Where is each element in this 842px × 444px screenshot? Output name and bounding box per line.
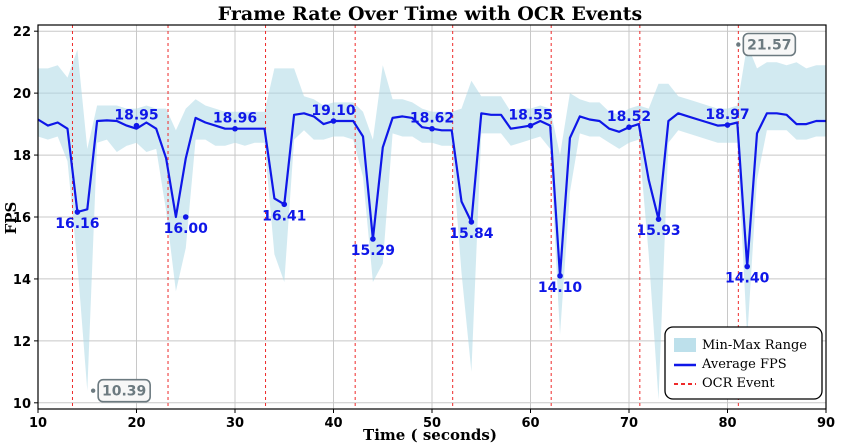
labelled-point: [429, 125, 435, 132]
labelled-point: [74, 209, 81, 215]
point-value-label: 15.29: [351, 243, 395, 259]
x-tick-label: 70: [620, 416, 638, 431]
max-value-label: 21.57: [747, 38, 791, 54]
labelled-point: [557, 273, 563, 279]
labelled-point: [133, 122, 140, 129]
x-axis-label: Time ( seconds): [363, 426, 497, 444]
y-tick-label: 12: [13, 335, 31, 350]
point-value-label: 14.10: [538, 280, 583, 296]
legend-box: [664, 326, 823, 400]
grid-lines: [37, 25, 827, 409]
point-value-label: 18.62: [410, 111, 454, 127]
labelled-point: [527, 122, 534, 129]
labelled-point: [232, 125, 238, 132]
labelled-point: [744, 263, 750, 270]
x-tick-label: 60: [521, 416, 539, 431]
y-tick-label: 22: [13, 25, 31, 40]
data-label-layer: 16.16 18.95 16.00 18.96 16.41 19.10 15.29 18.62…: [55, 103, 769, 296]
max-point: [736, 42, 741, 47]
point-value-label: 16.00: [164, 221, 209, 237]
x-tick-label: 20: [127, 416, 145, 431]
legend-entry: Average FPS: [701, 357, 787, 372]
point-value-label: 18.97: [705, 107, 749, 123]
min-label-box: [97, 378, 151, 403]
labelled-point: [655, 216, 662, 222]
point-value-label: 18.52: [607, 109, 651, 125]
point-value-label: 15.84: [449, 226, 494, 242]
labelled-point: [468, 219, 475, 225]
point-value-label: 14.40: [725, 271, 770, 287]
point-value-label: 19.10: [311, 103, 356, 119]
x-tick-label: 50: [423, 416, 441, 431]
x-tick-label: 30: [226, 416, 244, 431]
point-value-label: 18.55: [508, 108, 552, 124]
min-point: [90, 388, 96, 393]
min-value-label: 10.39: [102, 384, 146, 400]
labelled-point: [182, 214, 189, 220]
legend-entry: Min-Max Range: [702, 338, 807, 353]
labelled-point: [370, 236, 376, 242]
x-tick-label: 40: [324, 416, 342, 431]
labelled-point: [281, 201, 288, 208]
point-value-label: 15.93: [636, 223, 680, 239]
point-value-label: 18.96: [213, 111, 257, 127]
y-tick-label: 18: [13, 149, 31, 164]
labelled-point: [330, 118, 337, 124]
labelled-point: [626, 124, 632, 130]
legend-swatch-range: [674, 338, 696, 352]
labelled-point: [724, 122, 731, 128]
extreme-label-layer: 10.39 21.57: [90, 32, 797, 403]
point-value-label: 16.16: [55, 216, 99, 232]
point-value-label: 18.95: [114, 108, 158, 124]
x-tick-label: 80: [718, 416, 736, 431]
y-tick-label: 14: [13, 273, 31, 288]
max-label-box: [742, 32, 797, 57]
legend: Min-Max Range Average FPS OCR Event: [664, 326, 823, 400]
x-tick-label: 90: [817, 416, 835, 431]
min-max-range-band: [38, 44, 826, 400]
y-tick-label: 10: [13, 397, 31, 412]
x-axis-ticks: 10 20 30 40 50 60 70 80 90: [29, 409, 835, 431]
x-tick-label: 10: [29, 416, 47, 431]
chart-title: Frame Rate Over Time with OCR Events: [218, 3, 643, 25]
y-tick-label: 16: [13, 211, 31, 226]
legend-entry: OCR Event: [702, 376, 775, 391]
min-max-range-layer: [38, 44, 826, 400]
y-tick-label: 20: [13, 87, 31, 102]
point-value-label: 16.41: [262, 208, 306, 224]
y-axis-ticks: 10 12 14 16 18 20 22: [13, 25, 38, 412]
y-axis-label: FPS: [2, 202, 20, 235]
